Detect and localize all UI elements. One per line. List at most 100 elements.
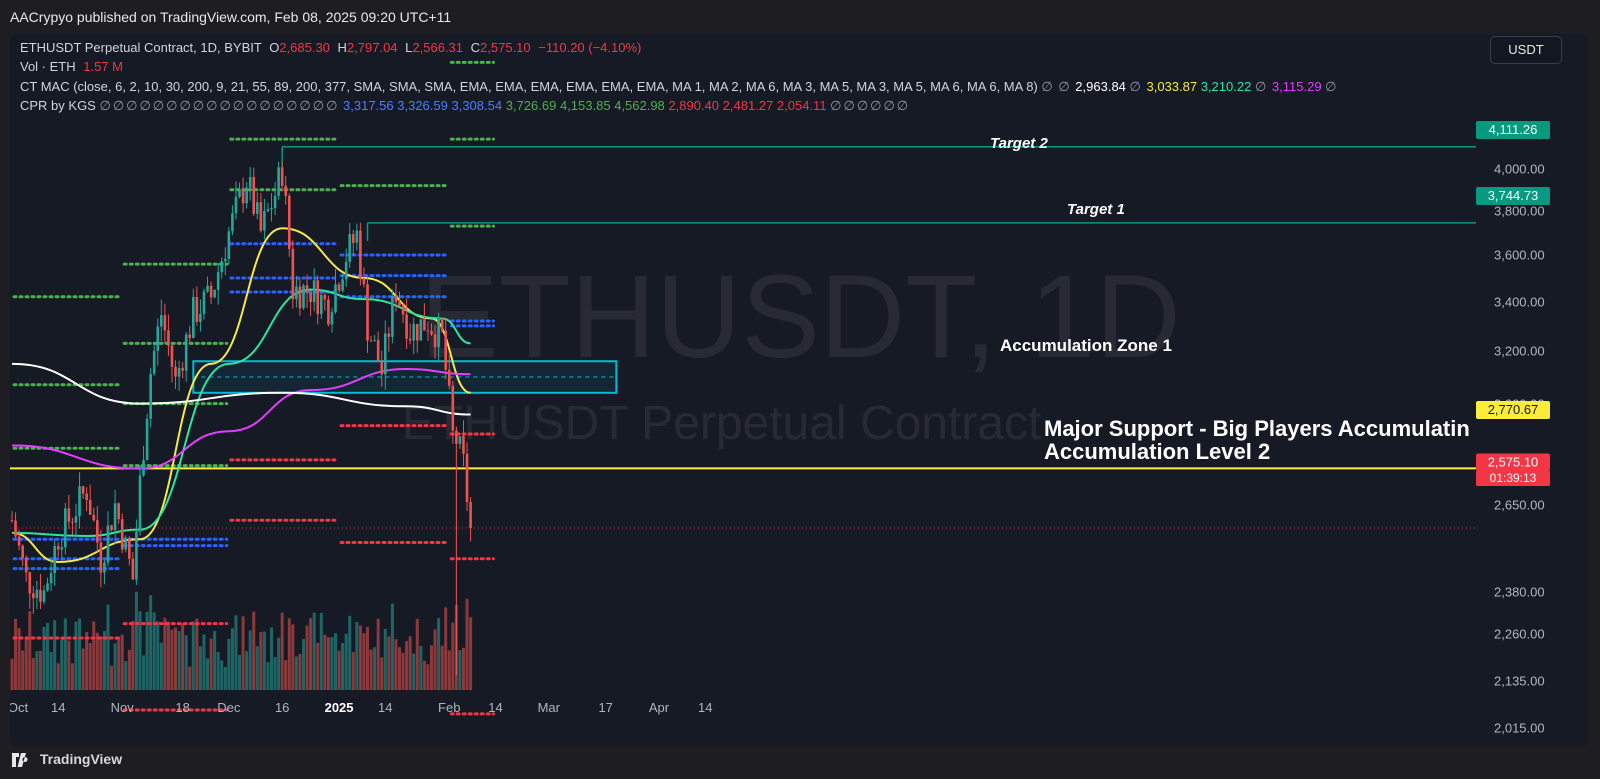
candle-body bbox=[252, 177, 256, 214]
candle-body bbox=[241, 189, 245, 204]
time-tick-label: 14 bbox=[488, 700, 503, 715]
currency-button[interactable]: USDT bbox=[1490, 36, 1562, 64]
volume-bar bbox=[376, 618, 380, 690]
legend-ohlc: ETHUSDT Perpetual Contract, 1D, BYBIT O2… bbox=[20, 40, 642, 55]
candle-body bbox=[259, 202, 263, 231]
candle-body bbox=[10, 520, 14, 522]
candle-body bbox=[408, 338, 412, 341]
volume-bar bbox=[394, 639, 398, 690]
candle-body bbox=[263, 210, 266, 231]
candle-body bbox=[415, 323, 419, 341]
candle-body bbox=[231, 213, 234, 232]
price-axis[interactable]: USDT 4,200.004,000.003,800.003,600.003,4… bbox=[1476, 34, 1588, 746]
volume-bar bbox=[319, 612, 323, 690]
countdown-tag: 01:39:13 bbox=[1476, 470, 1550, 486]
volume-bar bbox=[174, 627, 178, 690]
candle-body bbox=[195, 296, 199, 322]
volume-bar bbox=[238, 654, 242, 690]
candle-body bbox=[103, 562, 106, 573]
volume-bar bbox=[355, 622, 359, 690]
volume-bar bbox=[252, 611, 256, 690]
candle-body bbox=[149, 373, 152, 419]
candle-body bbox=[152, 350, 156, 374]
candle-body bbox=[206, 285, 209, 292]
volume-bar bbox=[437, 617, 441, 690]
empty-value-icon: ∅ bbox=[192, 98, 207, 113]
empty-value-icon: ∅ bbox=[299, 98, 313, 113]
target-2-price-tag: 4,111.26 bbox=[1476, 121, 1550, 139]
time-tick-label: 14 bbox=[378, 700, 393, 715]
candle-body bbox=[14, 520, 17, 537]
candle-body bbox=[270, 207, 273, 210]
candle-body bbox=[49, 573, 53, 584]
volume-bar bbox=[127, 649, 131, 690]
brand-name: TradingView bbox=[39, 751, 123, 767]
volume-bar bbox=[170, 629, 174, 690]
candle-body bbox=[124, 537, 128, 550]
ctmac-value: 3,033.87 bbox=[1146, 79, 1198, 94]
volume-bar bbox=[209, 638, 213, 690]
candle-body bbox=[199, 314, 202, 322]
time-tick-label: Dec bbox=[217, 700, 241, 715]
candle-body bbox=[355, 230, 359, 243]
candle-body bbox=[298, 286, 302, 309]
price-tick-label: 3,200.00 bbox=[1494, 343, 1545, 359]
volume-bar bbox=[181, 623, 185, 690]
price-tick-label: 3,400.00 bbox=[1494, 294, 1545, 310]
candle-body bbox=[344, 261, 348, 280]
candle-body bbox=[156, 326, 160, 351]
moving-averages bbox=[11, 227, 471, 564]
legend-open: 2,685.30 bbox=[279, 40, 330, 55]
candle-body bbox=[160, 315, 163, 327]
candle-body bbox=[177, 367, 181, 377]
empty-value-icon: ∅ bbox=[166, 98, 180, 113]
empty-value-icon: ∅ bbox=[152, 98, 167, 113]
price-tick-label: 3,800.00 bbox=[1494, 203, 1545, 219]
volume-bar bbox=[461, 647, 465, 690]
volume-bar bbox=[433, 629, 437, 690]
volume-bar bbox=[298, 654, 302, 690]
price-plot[interactable] bbox=[10, 34, 1476, 746]
legend-ctmac[interactable]: CT MAC (close, 6, 2, 10, 30, 200, 9, 21,… bbox=[20, 79, 1339, 94]
volume-bar bbox=[259, 631, 263, 690]
candle-body bbox=[323, 294, 327, 300]
empty-value-icon: ∅ bbox=[1041, 79, 1055, 94]
cpr-levels bbox=[12, 60, 495, 716]
volume-bar bbox=[326, 637, 330, 690]
candle-body bbox=[447, 369, 451, 386]
chart-pane[interactable]: ETHUSDT, 1D ETHUSDT Perpetual Contract T… bbox=[10, 34, 1588, 746]
candle-body bbox=[227, 231, 231, 259]
volume-bar bbox=[21, 650, 25, 690]
candle-body bbox=[273, 195, 277, 208]
volume-bar bbox=[117, 636, 121, 690]
volume-bar bbox=[67, 640, 71, 690]
candle-body bbox=[455, 430, 458, 444]
legend-close: 2,575.10 bbox=[480, 40, 531, 55]
volume-bar bbox=[451, 622, 455, 690]
legend-volume[interactable]: Vol · ETH 1.57 M bbox=[20, 59, 123, 74]
candle-body bbox=[71, 521, 74, 523]
volume-bar bbox=[188, 666, 192, 690]
candle-body bbox=[42, 590, 46, 602]
volume-bar bbox=[362, 633, 366, 690]
time-tick-label: 2025 bbox=[324, 700, 354, 715]
major-support-label: Major Support - Big Players Accumulatin bbox=[1044, 416, 1470, 441]
candle-body bbox=[74, 516, 78, 523]
legend-low: 2,566.31 bbox=[412, 40, 464, 55]
legend-cpr[interactable]: CPR by KGS ∅∅∅∅∅∅∅∅∅∅∅∅∅∅∅∅∅∅ 3,317.56 3… bbox=[20, 98, 911, 113]
candle-body bbox=[21, 545, 24, 558]
candle-body bbox=[359, 230, 362, 279]
candle-body bbox=[398, 301, 401, 306]
candle-body bbox=[202, 291, 206, 315]
candle-body bbox=[220, 261, 224, 273]
time-tick-label: 14 bbox=[697, 700, 713, 715]
volume-bar bbox=[390, 603, 394, 690]
volume-bar bbox=[156, 621, 160, 690]
time-tick-label: Nov bbox=[110, 700, 134, 715]
cpr-value: 2,481.27 bbox=[722, 98, 774, 113]
volume-bar bbox=[113, 643, 117, 690]
candle-body bbox=[295, 286, 298, 300]
cpr-value: 2,054.11 bbox=[776, 98, 827, 113]
candle-body bbox=[106, 525, 110, 563]
empty-value-icon: ∅ bbox=[1058, 79, 1072, 94]
